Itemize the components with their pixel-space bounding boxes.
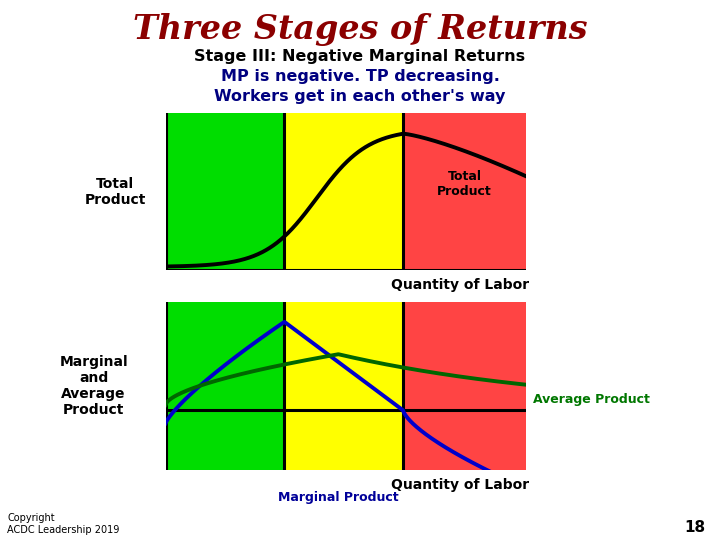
Text: Total
Product: Total Product (437, 170, 492, 198)
Text: Three Stages of Returns: Three Stages of Returns (132, 14, 588, 46)
Text: 18: 18 (685, 519, 706, 535)
Text: Marginal
and
Average
Product: Marginal and Average Product (59, 355, 128, 417)
Bar (166, 302, 284, 470)
Bar (403, 302, 526, 470)
Text: MP is negative. TP decreasing.: MP is negative. TP decreasing. (220, 69, 500, 84)
Text: Quantity of Labor: Quantity of Labor (391, 478, 529, 492)
Text: Total
Product: Total Product (84, 177, 146, 207)
Text: Marginal Product: Marginal Product (278, 491, 399, 504)
Text: Quantity of Labor: Quantity of Labor (391, 278, 529, 292)
Bar (166, 113, 284, 270)
Bar (403, 113, 526, 270)
Text: Workers get in each other's way: Workers get in each other's way (215, 89, 505, 104)
Text: Stage III: Negative Marginal Returns: Stage III: Negative Marginal Returns (194, 49, 526, 64)
Bar (284, 302, 403, 470)
Text: Average Product: Average Product (533, 393, 649, 406)
Text: Copyright
ACDC Leadership 2019: Copyright ACDC Leadership 2019 (7, 513, 120, 535)
Bar (284, 113, 403, 270)
